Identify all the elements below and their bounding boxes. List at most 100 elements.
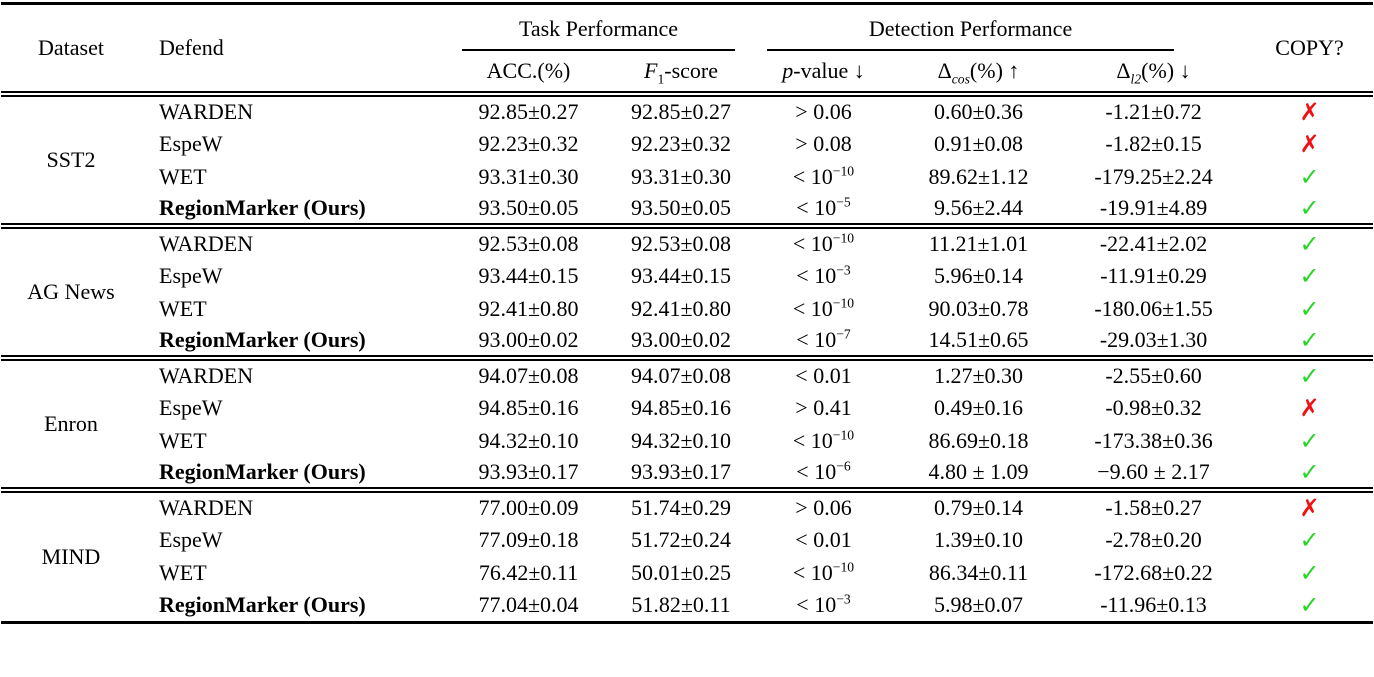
check-icon: ✓ xyxy=(1299,458,1320,486)
cross-icon: ✗ xyxy=(1299,129,1320,158)
delta-l2-value: -173.38±0.36 xyxy=(1094,427,1213,453)
f1-value: 92.23±0.32 xyxy=(630,130,732,156)
f1-value: 93.93±0.17 xyxy=(630,459,732,484)
detection-performance-group-header: Detection Performance xyxy=(751,4,1246,51)
table-row: RegionMarker (Ours) 93.50±0.05 93.50±0.0… xyxy=(1,193,1373,226)
copy-result-cell: ✗ xyxy=(1246,391,1373,424)
cross-icon: ✗ xyxy=(1299,393,1320,422)
f1-column-header: F1-score xyxy=(643,58,718,87)
table-row: WET 93.31±0.30 93.31±0.30 < 10−10 89.62±… xyxy=(1,160,1373,193)
delta-l2-value: -1.21±0.72 xyxy=(1061,91,1247,127)
acc-value: 92.41±0.80 xyxy=(478,295,579,321)
table-header: Dataset Defend Task Performance Detectio… xyxy=(1,4,1373,95)
f1-value: 93.31±0.30 xyxy=(630,163,732,189)
group-header-row: Dataset Defend Task Performance Detectio… xyxy=(1,4,1373,60)
acc-value: 76.42±0.11 xyxy=(478,559,579,585)
delta-cos-value: 90.03±0.78 xyxy=(928,295,1029,321)
check-icon: ✓ xyxy=(1299,525,1320,554)
acc-value: 92.23±0.32 xyxy=(478,130,579,156)
delta-cos-value: 5.98±0.07 xyxy=(933,591,1024,617)
delta-cos-value: 9.56±2.44 xyxy=(933,195,1024,220)
delta-l2-value: -0.98±0.32 xyxy=(1105,394,1202,420)
p-value: < 10−10 xyxy=(751,223,896,259)
copy-result-cell: ✓ xyxy=(1246,523,1373,556)
f1-value: 92.85±0.27 xyxy=(611,91,751,127)
check-icon: ✓ xyxy=(1299,230,1320,258)
delta-cos-value: 0.60±0.36 xyxy=(896,91,1061,127)
defend-method-label: EspeW xyxy=(159,526,223,552)
defend-method-label: WET xyxy=(159,163,207,189)
copy-result-cell: ✓ xyxy=(1246,292,1373,325)
delta-l2-value: -172.68±0.22 xyxy=(1094,559,1213,585)
p-value: < 10−10 xyxy=(792,163,855,189)
table-row: Enron WARDEN 94.07±0.08 94.07±0.08 < 0.0… xyxy=(1,355,1374,490)
delta-cos-value: 5.96±0.14 xyxy=(933,262,1024,288)
p-value: < 10−3 xyxy=(796,591,851,617)
table-row: WET 94.32±0.10 94.32±0.10 < 10−10 86.69±… xyxy=(1,424,1373,457)
table-row: RegionMarker (Ours) 93.00±0.02 93.00±0.0… xyxy=(1,325,1373,358)
copy-result-cell: ✓ xyxy=(1246,223,1374,259)
table-row: EspeW 93.44±0.15 93.44±0.15 < 10−3 5.96±… xyxy=(1,259,1373,292)
delta-cos-value: 89.62±1.12 xyxy=(928,163,1029,189)
dataset-label: MIND xyxy=(1,487,141,622)
defend-method-label: WET xyxy=(159,427,207,453)
f1-value: 92.53±0.08 xyxy=(611,223,751,259)
table-row: RegionMarker (Ours) 93.93±0.17 93.93±0.1… xyxy=(1,457,1373,490)
copy-result-cell: ✗ xyxy=(1246,487,1374,523)
delta-l2-value: -2.78±0.20 xyxy=(1105,526,1202,552)
defend-method-label: WARDEN xyxy=(141,487,446,523)
section-enron: Enron WARDEN 94.07±0.08 94.07±0.08 < 0.0… xyxy=(1,355,1374,490)
delta-cos-value: 4.80 ± 1.09 xyxy=(928,459,1029,484)
p-value: < 0.01 xyxy=(795,526,852,552)
p-value: < 10−6 xyxy=(796,458,851,484)
delta-l2-value: -19.91±4.89 xyxy=(1099,195,1208,220)
copy-result-cell: ✓ xyxy=(1246,355,1374,391)
check-icon: ✓ xyxy=(1299,194,1320,222)
dataset-label: Enron xyxy=(1,355,141,490)
defend-method-label: WARDEN xyxy=(141,91,446,127)
acc-value: 94.32±0.10 xyxy=(478,427,579,453)
dataset-label: AG News xyxy=(1,223,141,358)
defend-column-header: Defend xyxy=(159,35,224,60)
check-icon: ✓ xyxy=(1299,294,1320,323)
sub-header-row: ACC.(%) F1-score p-value ↓ Δcos(%) ↑ Δl2… xyxy=(1,51,1373,94)
p-value: < 10−5 xyxy=(796,194,851,220)
section-mind: MIND WARDEN 77.00±0.09 51.74±0.29 > 0.06… xyxy=(1,487,1374,622)
f1-value: 51.82±0.11 xyxy=(631,591,731,617)
table-row: RegionMarker (Ours) 77.04±0.04 51.82±0.1… xyxy=(1,589,1373,622)
copy-result-cell: ✓ xyxy=(1246,160,1373,193)
acc-value: 77.04±0.04 xyxy=(478,591,579,617)
check-icon: ✓ xyxy=(1299,261,1320,290)
results-table: Dataset Defend Task Performance Detectio… xyxy=(1,2,1374,624)
delta-cos-value: 1.27±0.30 xyxy=(896,355,1061,391)
p-value-column-header: p-value ↓ xyxy=(782,58,865,83)
delta-cos-value: 86.69±0.18 xyxy=(928,427,1029,453)
p-value: < 10−3 xyxy=(796,262,851,288)
acc-value: 94.07±0.08 xyxy=(446,355,611,391)
defend-method-label: RegionMarker (Ours) xyxy=(159,327,366,352)
copy-result-cell: ✓ xyxy=(1246,589,1373,622)
p-value: < 10−10 xyxy=(792,559,855,585)
copy-result-cell: ✓ xyxy=(1246,457,1373,490)
table-row: MIND WARDEN 77.00±0.09 51.74±0.29 > 0.06… xyxy=(1,487,1374,622)
f1-value: 93.44±0.15 xyxy=(630,262,732,288)
f1-value: 94.07±0.08 xyxy=(611,355,751,391)
copy-column-header: COPY? xyxy=(1275,35,1344,60)
delta-l2-value: -22.41±2.02 xyxy=(1061,223,1247,259)
p-value: < 0.01 xyxy=(751,355,896,391)
delta-cos-value: 86.34±0.11 xyxy=(928,559,1029,585)
delta-l2-value: -179.25±2.24 xyxy=(1094,163,1213,189)
check-icon: ✓ xyxy=(1299,426,1320,455)
defend-method-label: RegionMarker (Ours) xyxy=(159,591,366,617)
table-row: SST2 WARDEN 92.85±0.27 92.85±0.27 > 0.06… xyxy=(1,91,1374,226)
check-icon: ✓ xyxy=(1299,326,1320,354)
delta-l2-value: -180.06±1.55 xyxy=(1094,295,1213,321)
check-icon: ✓ xyxy=(1299,558,1320,587)
copy-result-cell: ✓ xyxy=(1246,424,1373,457)
f1-value: 92.41±0.80 xyxy=(630,295,732,321)
copy-result-cell: ✓ xyxy=(1246,556,1373,589)
copy-result-cell: ✓ xyxy=(1246,325,1373,358)
section-sst2: SST2 WARDEN 92.85±0.27 92.85±0.27 > 0.06… xyxy=(1,91,1374,226)
table-row: WET 76.42±0.11 50.01±0.25 < 10−10 86.34±… xyxy=(1,556,1373,589)
check-icon: ✓ xyxy=(1299,162,1320,191)
